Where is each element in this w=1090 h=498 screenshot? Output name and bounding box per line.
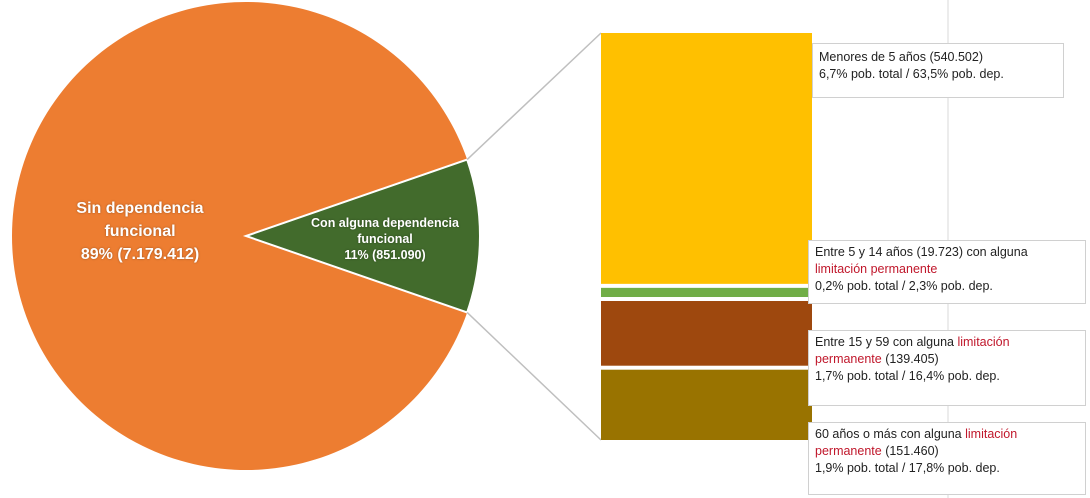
callout-highlight-text: limitación xyxy=(965,427,1018,441)
slice-label-sin-dependencia: Sin dependencia funcional 89% (7.179.412… xyxy=(76,200,204,263)
pie-slice-con-dependencia xyxy=(242,158,481,314)
callout-line: Menores de 5 años (540.502) xyxy=(819,49,1057,66)
slice-label-con-dependencia: Con alguna dependencia funcional 11% (85… xyxy=(311,216,459,262)
callout-highlight-text: limitación xyxy=(957,335,1010,349)
callout-text: Entre 5 y 14 años (19.723) con alguna xyxy=(815,245,1028,259)
callout-line: 1,9% pob. total / 17,8% pob. dep. xyxy=(815,460,1079,477)
callout-menores-5: Menores de 5 años (540.502) 6,7% pob. tot… xyxy=(812,43,1064,98)
callout-text: Entre 15 y 59 con alguna xyxy=(815,335,958,349)
callout-mayores-60: 60 años o más con alguna limitación perma… xyxy=(808,422,1086,495)
callout-line: 6,7% pob. total / 63,5% pob. dep. xyxy=(819,66,1057,83)
bar-segment-entre-15-59 xyxy=(601,301,812,366)
callout-line: 0,2% pob. total / 2,3% pob. dep. xyxy=(815,278,1079,295)
connector-lines xyxy=(466,32,602,441)
pie-slice-sin-dependencia xyxy=(12,1,468,471)
callout-text: (139.405) xyxy=(881,352,939,366)
callout-entre-15-59: Entre 15 y 59 con alguna limitación perma… xyxy=(808,330,1086,406)
callout-text: 1,7% pob. total / 16,4% pob. dep. xyxy=(815,369,1000,383)
callout-text: (151.460) xyxy=(881,444,939,458)
bar-segment-entre-5-14 xyxy=(601,287,812,298)
connector-top xyxy=(466,32,602,161)
callout-line: permanente (139.405) xyxy=(815,351,1079,368)
callout-line: Entre 5 y 14 años (19.723) con alguna xyxy=(815,244,1079,261)
bar-segment-mayores-60 xyxy=(601,369,812,440)
callout-line: permanente (151.460) xyxy=(815,443,1079,460)
callout-line: limitación permanente xyxy=(815,261,1079,278)
bar-segment-menores-5 xyxy=(601,33,812,284)
callout-text: Menores de 5 años (540.502) xyxy=(819,50,983,64)
callout-text: 0,2% pob. total / 2,3% pob. dep. xyxy=(815,279,993,293)
callout-line: 1,7% pob. total / 16,4% pob. dep. xyxy=(815,368,1079,385)
pie xyxy=(12,1,481,471)
callout-highlight-text: permanente xyxy=(815,444,882,458)
callout-text: 6,7% pob. total / 63,5% pob. dep. xyxy=(819,67,1004,81)
callout-line: Entre 15 y 59 con alguna limitación xyxy=(815,334,1079,351)
callout-text: 1,9% pob. total / 17,8% pob. dep. xyxy=(815,461,1000,475)
callout-line: 60 años o más con alguna limitación xyxy=(815,426,1079,443)
callout-entre-5-14: Entre 5 y 14 años (19.723) con alguna lim… xyxy=(808,240,1086,304)
callout-highlight-text: permanente xyxy=(815,352,882,366)
connector-bottom xyxy=(466,311,602,441)
callout-highlight-text: limitación permanente xyxy=(815,262,938,276)
callout-text: 60 años o más con alguna xyxy=(815,427,966,441)
breakdown-bar xyxy=(601,33,812,440)
